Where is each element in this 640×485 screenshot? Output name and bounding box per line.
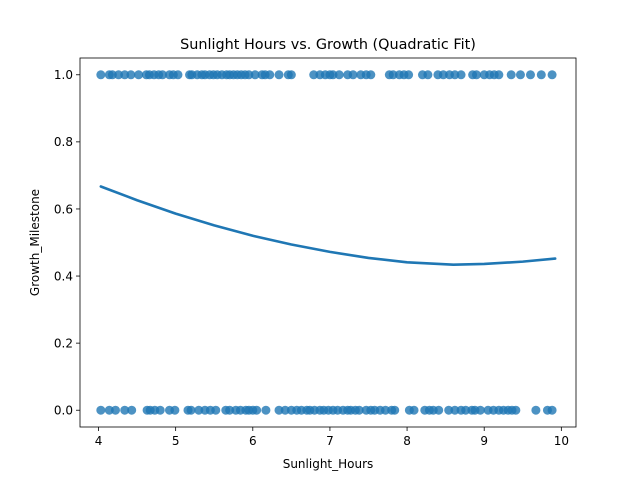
- data-point-growth-1: [388, 70, 398, 80]
- data-point-growth-0: [186, 405, 196, 415]
- x-axis-ticks: 4 5 6 7 8 9 10: [95, 427, 569, 448]
- data-point-growth-0: [170, 405, 180, 415]
- data-point-growth-1: [494, 70, 504, 80]
- data-point-growth-0: [155, 405, 165, 415]
- data-point-growth-0: [354, 405, 364, 415]
- data-point-growth-1: [423, 70, 433, 80]
- data-point-growth-1: [547, 70, 557, 80]
- data-point-growth-0: [531, 405, 541, 415]
- y-tick-label: 0.2: [54, 336, 73, 350]
- data-point-growth-1: [114, 70, 124, 80]
- x-tick-label: 8: [403, 434, 411, 448]
- data-point-growth-1: [328, 70, 338, 80]
- data-point-growth-0: [461, 405, 471, 415]
- quadratic-fit-line: [99, 185, 557, 266]
- data-point-growth-0: [280, 405, 290, 415]
- plot-frame: [79, 57, 577, 428]
- data-point-growth-0: [194, 405, 204, 415]
- data-point-growth-0: [409, 405, 419, 415]
- data-point-growth-1: [334, 70, 344, 80]
- data-point-growth-0: [120, 405, 130, 415]
- y-tick-label: 0.4: [54, 269, 73, 283]
- data-point-growth-1: [250, 70, 260, 80]
- data-point-growth-0: [547, 405, 557, 415]
- data-point-growth-0: [104, 405, 114, 415]
- data-point-growth-1: [536, 70, 546, 80]
- x-tick-label: 7: [326, 434, 334, 448]
- data-point-growth-0: [211, 405, 221, 415]
- data-point-growth-1: [525, 70, 535, 80]
- y-tick-label: 0.8: [54, 135, 73, 149]
- data-point-growth-1: [404, 70, 414, 80]
- data-point-growth-0: [434, 405, 444, 415]
- data-point-growth-0: [475, 405, 485, 415]
- data-point-growth-1: [158, 70, 168, 80]
- data-point-growth-0: [274, 405, 284, 415]
- data-point-growth-1: [506, 70, 516, 80]
- chart-title: Sunlight Hours vs. Growth (Quadratic Fit…: [180, 37, 476, 53]
- y-tick-label: 0.6: [54, 202, 73, 216]
- data-point-growth-0: [511, 405, 521, 415]
- data-point-growth-1: [286, 70, 296, 80]
- data-point-growth-0: [127, 405, 137, 415]
- data-point-growth-1: [126, 70, 136, 80]
- data-point-growth-0: [450, 405, 460, 415]
- x-tick-label: 4: [95, 434, 103, 448]
- data-point-growth-0: [390, 405, 400, 415]
- data-point-growth-1: [107, 70, 117, 80]
- data-point-growth-1: [366, 70, 376, 80]
- fit-layer: [99, 185, 557, 266]
- x-tick-label: 9: [480, 434, 488, 448]
- data-point-growth-0: [225, 405, 235, 415]
- data-point-growth-0: [96, 405, 106, 415]
- data-point-growth-1: [96, 70, 106, 80]
- data-point-growth-1: [309, 70, 319, 80]
- data-point-growth-1: [471, 70, 481, 80]
- y-tick-label: 1.0: [54, 68, 73, 82]
- data-point-growth-1: [265, 70, 275, 80]
- data-point-growth-1: [438, 70, 448, 80]
- points-layer: [96, 70, 557, 415]
- data-point-growth-1: [134, 70, 144, 80]
- data-point-growth-1: [450, 70, 460, 80]
- data-point-growth-0: [444, 405, 454, 415]
- data-point-growth-0: [252, 405, 262, 415]
- y-axis-ticks: 0.0 0.2 0.4 0.6 0.8 1.0: [54, 68, 80, 418]
- y-axis-label: Growth_Milestone: [28, 189, 42, 296]
- x-tick-label: 6: [249, 434, 257, 448]
- data-point-growth-0: [110, 405, 120, 415]
- x-tick-label: 5: [172, 434, 180, 448]
- data-point-growth-1: [274, 70, 284, 80]
- x-tick-label: 10: [554, 434, 569, 448]
- data-point-growth-1: [173, 70, 183, 80]
- data-point-growth-0: [380, 405, 390, 415]
- x-axis-label: Sunlight_Hours: [283, 457, 374, 471]
- data-point-growth-1: [120, 70, 130, 80]
- data-point-growth-1: [456, 70, 466, 80]
- data-point-growth-0: [261, 405, 271, 415]
- data-point-growth-1: [348, 70, 358, 80]
- y-tick-label: 0.0: [54, 404, 73, 418]
- data-point-growth-1: [515, 70, 525, 80]
- data-point-growth-1: [244, 70, 254, 80]
